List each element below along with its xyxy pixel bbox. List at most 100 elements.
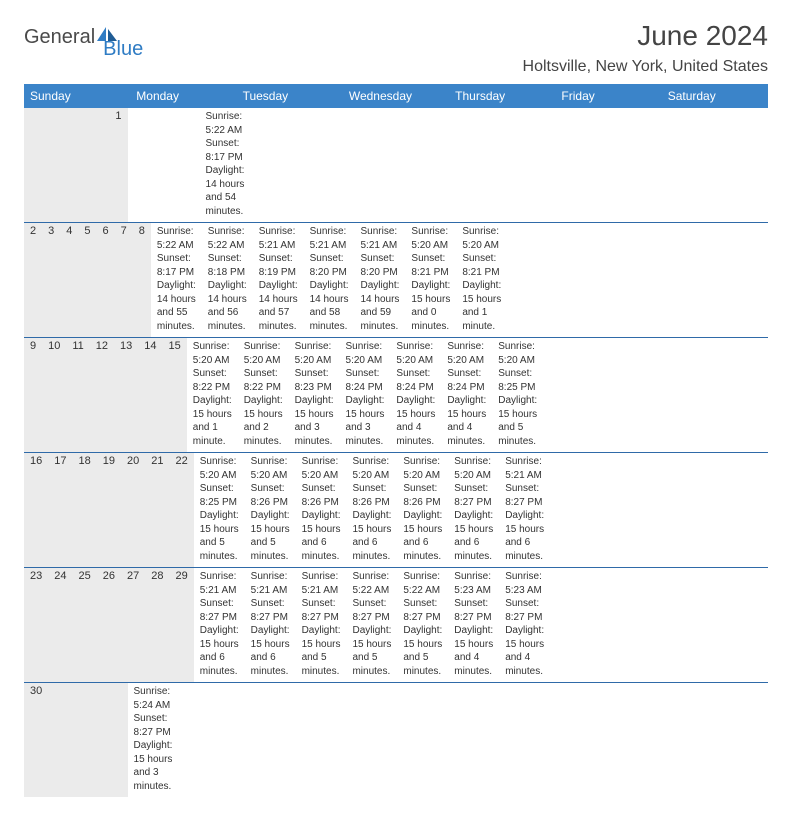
day-number [88, 683, 101, 797]
sunrise-text: Sunrise: 5:20 AM [346, 340, 385, 367]
daylight-text: Daylight: 15 hours and 6 minutes. [302, 509, 341, 563]
daylight-text: Daylight: 14 hours and 56 minutes. [208, 279, 247, 333]
day-body-row: Sunrise: 5:20 AMSunset: 8:25 PMDaylight:… [194, 453, 550, 567]
day-cell: Sunrise: 5:20 AMSunset: 8:26 PMDaylight:… [245, 453, 296, 567]
day-cell: Sunrise: 5:20 AMSunset: 8:24 PMDaylight:… [340, 338, 391, 452]
sunrise-text: Sunrise: 5:21 AM [361, 225, 400, 252]
daylight-text: Daylight: 15 hours and 4 minutes. [396, 394, 435, 448]
sunset-text: Sunset: 8:21 PM [462, 252, 501, 279]
sunrise-text: Sunrise: 5:20 AM [302, 455, 341, 482]
daylight-text: Daylight: 15 hours and 4 minutes. [505, 624, 544, 678]
weekday-header: Friday [555, 84, 661, 108]
sunrise-text: Sunrise: 5:21 AM [259, 225, 298, 252]
day-number: 22 [170, 453, 194, 567]
day-cell: Sunrise: 5:20 AMSunset: 8:25 PMDaylight:… [492, 338, 543, 452]
day-body-row: Sunrise: 5:22 AMSunset: 8:17 PMDaylight:… [151, 223, 507, 337]
daylight-text: Daylight: 15 hours and 5 minutes. [251, 509, 290, 563]
week-row: 16171819202122Sunrise: 5:20 AMSunset: 8:… [24, 453, 768, 568]
day-number: 10 [42, 338, 66, 452]
day-number: 6 [97, 223, 115, 337]
day-cell [140, 108, 152, 222]
day-cell: Sunrise: 5:20 AMSunset: 8:25 PMDaylight:… [194, 453, 245, 567]
day-number: 30 [24, 683, 48, 797]
daylight-text: Daylight: 15 hours and 6 minutes. [200, 624, 239, 678]
day-number: 25 [73, 568, 97, 682]
day-cell: Sunrise: 5:24 AMSunset: 8:27 PMDaylight:… [128, 683, 179, 797]
day-number: 19 [97, 453, 121, 567]
sunset-text: Sunset: 8:26 PM [403, 482, 442, 509]
logo-word-general: General [24, 26, 95, 49]
day-cell: Sunrise: 5:21 AMSunset: 8:27 PMDaylight:… [194, 568, 245, 682]
day-number [52, 108, 66, 222]
day-body-row: Sunrise: 5:20 AMSunset: 8:22 PMDaylight:… [187, 338, 543, 452]
sunset-text: Sunset: 8:19 PM [259, 252, 298, 279]
sunset-text: Sunset: 8:27 PM [505, 597, 544, 624]
daylight-text: Daylight: 15 hours and 6 minutes. [454, 509, 493, 563]
sunset-text: Sunset: 8:24 PM [447, 367, 486, 394]
sunrise-text: Sunrise: 5:20 AM [498, 340, 537, 367]
weekday-header: Monday [130, 84, 236, 108]
sunset-text: Sunset: 8:21 PM [411, 252, 450, 279]
sunrise-text: Sunrise: 5:21 AM [251, 570, 290, 597]
day-body-row: Sunrise: 5:22 AMSunset: 8:17 PMDaylight:… [128, 108, 251, 222]
daylight-text: Daylight: 15 hours and 4 minutes. [447, 394, 486, 448]
day-cell [238, 683, 250, 797]
daylight-text: Daylight: 15 hours and 6 minutes. [251, 624, 290, 678]
logo: General Blue [24, 26, 143, 49]
day-number [81, 108, 95, 222]
week-row: 23242526272829Sunrise: 5:21 AMSunset: 8:… [24, 568, 768, 683]
daylight-text: Daylight: 14 hours and 55 minutes. [157, 279, 196, 333]
sunrise-text: Sunrise: 5:20 AM [251, 455, 290, 482]
day-cell: Sunrise: 5:21 AMSunset: 8:20 PMDaylight:… [355, 223, 406, 337]
sunset-text: Sunset: 8:27 PM [251, 597, 290, 624]
weekday-header: Tuesday [237, 84, 343, 108]
daylight-text: Daylight: 15 hours and 3 minutes. [295, 394, 334, 448]
day-body-row: Sunrise: 5:24 AMSunset: 8:27 PMDaylight:… [128, 683, 251, 797]
daylight-text: Daylight: 15 hours and 2 minutes. [244, 394, 283, 448]
day-number: 16 [24, 453, 48, 567]
daylight-text: Daylight: 15 hours and 3 minutes. [346, 394, 385, 448]
day-cell [128, 108, 140, 222]
day-number [61, 683, 74, 797]
day-number: 24 [48, 568, 72, 682]
page: General Blue June 2024 Holtsville, New Y… [0, 0, 792, 817]
daylight-text: Daylight: 15 hours and 1 minute. [193, 394, 232, 448]
sunset-text: Sunset: 8:17 PM [157, 252, 196, 279]
sunrise-text: Sunrise: 5:24 AM [134, 685, 173, 712]
sunset-text: Sunset: 8:27 PM [200, 597, 239, 624]
weekday-header-row: Sunday Monday Tuesday Wednesday Thursday… [24, 84, 768, 108]
sunrise-text: Sunrise: 5:21 AM [302, 570, 341, 597]
sunrise-text: Sunrise: 5:20 AM [411, 225, 450, 252]
logo-word-blue: Blue [103, 38, 143, 61]
day-cell: Sunrise: 5:21 AMSunset: 8:27 PMDaylight:… [296, 568, 347, 682]
day-cell: Sunrise: 5:20 AMSunset: 8:26 PMDaylight:… [346, 453, 397, 567]
sunrise-text: Sunrise: 5:21 AM [310, 225, 349, 252]
sunset-text: Sunset: 8:20 PM [310, 252, 349, 279]
day-number: 12 [90, 338, 114, 452]
title-block: June 2024 Holtsville, New York, United S… [523, 20, 768, 76]
sunset-text: Sunset: 8:27 PM [505, 482, 544, 509]
day-cell: Sunrise: 5:22 AMSunset: 8:27 PMDaylight:… [346, 568, 397, 682]
daylight-text: Daylight: 14 hours and 54 minutes. [206, 164, 245, 218]
day-number: 27 [121, 568, 145, 682]
sunrise-text: Sunrise: 5:20 AM [200, 455, 239, 482]
day-number [48, 683, 61, 797]
sunrise-text: Sunrise: 5:22 AM [352, 570, 391, 597]
day-cell [202, 683, 214, 797]
day-number: 8 [133, 223, 151, 337]
day-number [67, 108, 81, 222]
weeks-container: 1Sunrise: 5:22 AMSunset: 8:17 PMDaylight… [24, 108, 768, 797]
day-cell [214, 683, 226, 797]
day-cell: Sunrise: 5:22 AMSunset: 8:18 PMDaylight:… [202, 223, 253, 337]
day-number: 23 [24, 568, 48, 682]
daylight-text: Daylight: 15 hours and 6 minutes. [505, 509, 544, 563]
day-number-row: 16171819202122 [24, 453, 194, 567]
sunset-text: Sunset: 8:25 PM [498, 367, 537, 394]
day-number: 7 [115, 223, 133, 337]
day-number: 20 [121, 453, 145, 567]
day-cell: Sunrise: 5:21 AMSunset: 8:27 PMDaylight:… [245, 568, 296, 682]
day-number-row: 1 [24, 108, 128, 222]
sunset-text: Sunset: 8:17 PM [206, 137, 245, 164]
day-number: 14 [138, 338, 162, 452]
day-cell: Sunrise: 5:20 AMSunset: 8:22 PMDaylight:… [187, 338, 238, 452]
